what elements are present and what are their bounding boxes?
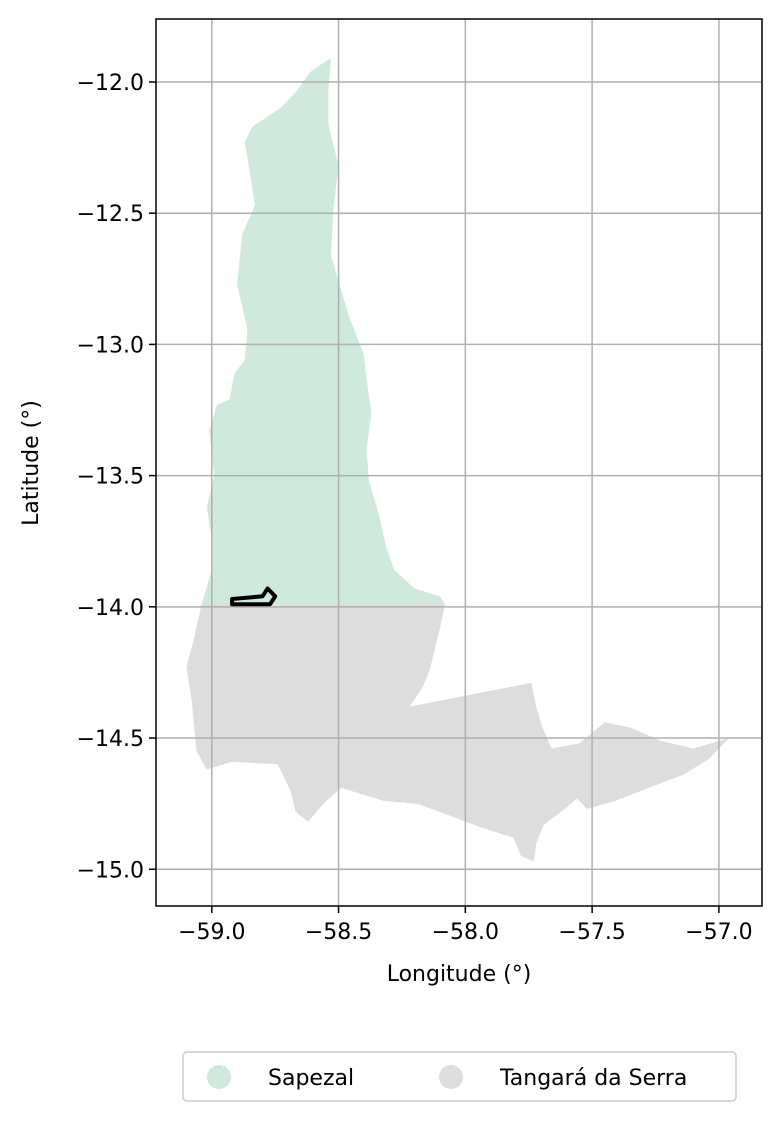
x-axis-title: Longitude (°) bbox=[387, 962, 532, 987]
y-tick-label-2: −13.0 bbox=[77, 333, 144, 358]
y-tick-label-5: −14.5 bbox=[77, 727, 144, 752]
legend: Sapezal Tangará da Serra bbox=[183, 1052, 736, 1101]
legend-swatch-tangara-da-serra bbox=[439, 1065, 463, 1089]
y-axis-ticks: −12.0 −12.5 −13.0 −13.5 −14.0 −14.5 −15.0 bbox=[77, 71, 156, 883]
region-layer bbox=[186, 58, 729, 861]
legend-label-tangara-da-serra: Tangará da Serra bbox=[499, 1066, 687, 1091]
legend-swatch-sapezal bbox=[207, 1065, 231, 1089]
x-axis-ticks: −59.0 −58.5 −58.0 −57.5 −57.0 bbox=[178, 906, 753, 945]
legend-label-sapezal: Sapezal bbox=[268, 1066, 354, 1091]
y-tick-label-4: −14.0 bbox=[77, 596, 144, 621]
x-tick-label-3: −57.5 bbox=[558, 920, 625, 945]
x-tick-label-4: −57.0 bbox=[685, 920, 752, 945]
y-tick-label-1: −12.5 bbox=[77, 202, 144, 227]
x-tick-label-1: −58.5 bbox=[305, 920, 372, 945]
y-tick-label-3: −13.5 bbox=[77, 465, 144, 490]
x-tick-label-2: −58.0 bbox=[432, 920, 499, 945]
region-tangara-da-serra bbox=[186, 604, 729, 861]
region-sapezal bbox=[202, 58, 446, 604]
y-tick-label-0: −12.0 bbox=[77, 71, 144, 96]
y-axis-title: Latitude (°) bbox=[19, 400, 44, 526]
y-tick-label-6: −15.0 bbox=[77, 858, 144, 883]
x-tick-label-0: −59.0 bbox=[178, 920, 245, 945]
